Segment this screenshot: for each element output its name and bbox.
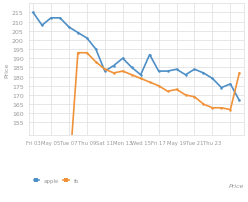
Y-axis label: Price: Price [4, 62, 9, 78]
Legend: apple, fb: apple, fb [31, 176, 81, 185]
Text: Price: Price [228, 183, 244, 188]
